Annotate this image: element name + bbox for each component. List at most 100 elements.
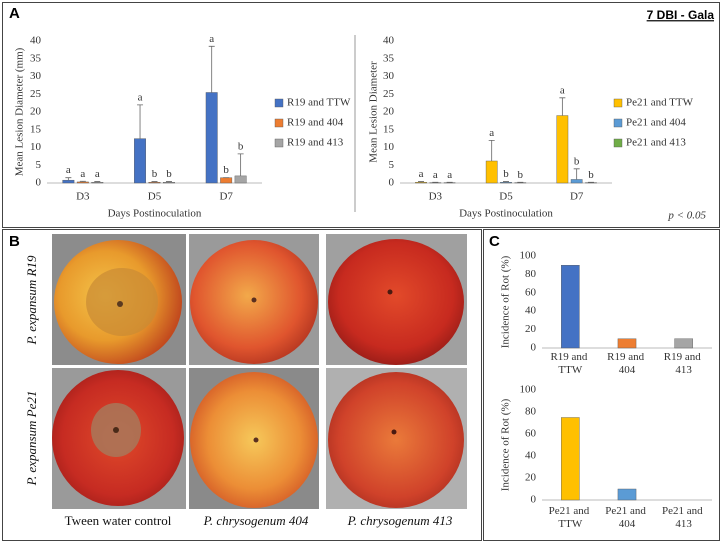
legend-swatch — [274, 98, 284, 108]
y-tick-label: 25 — [30, 88, 42, 100]
y-tick-label: 30 — [383, 70, 395, 82]
photos — [52, 234, 467, 509]
legend-swatch — [613, 118, 623, 128]
significance-letter: a — [66, 164, 71, 176]
bar — [62, 179, 75, 184]
x-tick-label: D7 — [219, 191, 233, 203]
y-tick-label: 40 — [525, 305, 537, 317]
significance-letter: a — [447, 169, 452, 181]
y-tick-label: 0 — [531, 342, 537, 354]
legend-swatch — [613, 138, 623, 148]
legend-label: Pe21 and 413 — [626, 137, 686, 149]
significance: p < 0.05 — [667, 210, 706, 222]
y-tick-label: 0 — [531, 494, 537, 506]
significance-letter: a — [489, 127, 494, 139]
significance-letter: a — [80, 168, 85, 180]
legend-swatch — [274, 118, 284, 128]
x-tick-label: Pe21 and TTW — [549, 505, 592, 530]
significance-letter: b — [518, 169, 524, 181]
y-tick-label: 20 — [383, 106, 395, 118]
error-bar — [151, 181, 158, 183]
y-tick-label: 20 — [525, 323, 537, 335]
panel-a-frame — [2, 2, 720, 228]
significance-letter: a — [138, 91, 143, 103]
y-tick-label: 20 — [30, 106, 42, 118]
x-tick-label: D7 — [570, 191, 584, 203]
y-tick-label: 15 — [30, 123, 42, 135]
bar — [415, 182, 427, 184]
y-tick-label: 80 — [525, 268, 537, 280]
y-tick-label: 60 — [525, 286, 537, 298]
y-tick-label: 10 — [383, 141, 395, 153]
y-tick-label: 35 — [30, 52, 42, 64]
heading: 7 DBI - Gala — [647, 8, 715, 22]
error-bar — [559, 97, 566, 116]
x-tick-label: D3 — [429, 191, 443, 203]
x-tick-label: R19 and 404 — [607, 351, 647, 376]
y-axis-label: Mean Lesion Diameter (mm) — [14, 47, 26, 176]
y-tick-label: 30 — [30, 70, 42, 82]
significance-letter: b — [574, 155, 580, 167]
x-tick-label: Pe21 and 404 — [605, 505, 648, 530]
bar — [561, 265, 580, 349]
y-tick-label: 10 — [30, 141, 42, 153]
y-tick-label: 40 — [30, 35, 42, 47]
y-axis-label: Incidence of Rot (%) — [500, 255, 512, 348]
significance-letter: a — [209, 33, 214, 45]
error-bar — [237, 153, 244, 176]
bar — [148, 182, 161, 184]
bar — [234, 175, 247, 184]
y-tick-label: 25 — [383, 88, 395, 100]
legend-swatch — [613, 98, 623, 108]
bar — [91, 182, 104, 184]
column-label: Tween water control — [65, 513, 172, 528]
legend-label: Pe21 and TTW — [626, 97, 694, 109]
significance-letter: a — [419, 168, 424, 180]
x-axis-label: Days Postinoculation — [108, 208, 202, 220]
y-tick-label: 15 — [383, 123, 395, 135]
panel-label: B — [9, 233, 20, 250]
bar — [570, 179, 583, 184]
x-tick-label: Pe21 and 413 — [662, 505, 705, 530]
column-label: P. chrysogenum 404 — [203, 513, 309, 528]
bar — [617, 488, 637, 501]
legend-label: Pe21 and 404 — [626, 117, 686, 129]
bar — [485, 160, 498, 184]
y-tick-label: 5 — [36, 159, 42, 171]
legend-label: R19 and 413 — [287, 137, 344, 149]
y-tick-label: 0 — [389, 177, 395, 189]
legend-label: R19 and 404 — [287, 117, 344, 129]
error-bar — [137, 104, 144, 139]
y-tick-label: 0 — [36, 177, 42, 189]
row-label: P. expansum R19 — [24, 255, 39, 345]
y-axis-label: Incidence of Rot (%) — [500, 398, 512, 491]
bar — [76, 181, 89, 184]
y-tick-label: 60 — [525, 428, 537, 440]
error-bar — [503, 181, 509, 183]
y-tick-label: 40 — [383, 35, 395, 47]
y-tick-label: 40 — [525, 450, 537, 462]
error-bar — [208, 45, 215, 93]
bar — [674, 338, 693, 349]
significance-letter: b — [238, 140, 244, 152]
x-tick-label: D3 — [76, 191, 90, 203]
y-tick-label: 20 — [525, 472, 537, 484]
error-bar — [418, 181, 425, 183]
bar — [163, 182, 175, 184]
error-bar — [79, 180, 86, 182]
panel-label: C — [489, 233, 500, 250]
panel-c-frame — [483, 229, 720, 541]
y-tick-label: 100 — [520, 384, 537, 396]
x-tick-label: D5 — [499, 191, 513, 203]
legend-label: R19 and TTW — [287, 97, 351, 109]
significance-letter: b — [503, 168, 509, 180]
significance-letter: a — [95, 168, 100, 180]
bar — [205, 92, 218, 184]
y-axis-label: Mean Lesion Diameter — [368, 61, 380, 163]
x-tick-label: R19 and 413 — [664, 351, 704, 376]
bar — [556, 115, 569, 184]
y-tick-label: 100 — [520, 250, 537, 262]
error-bar — [165, 181, 172, 183]
legend-swatch — [274, 138, 284, 148]
significance-letter: b — [166, 168, 172, 180]
